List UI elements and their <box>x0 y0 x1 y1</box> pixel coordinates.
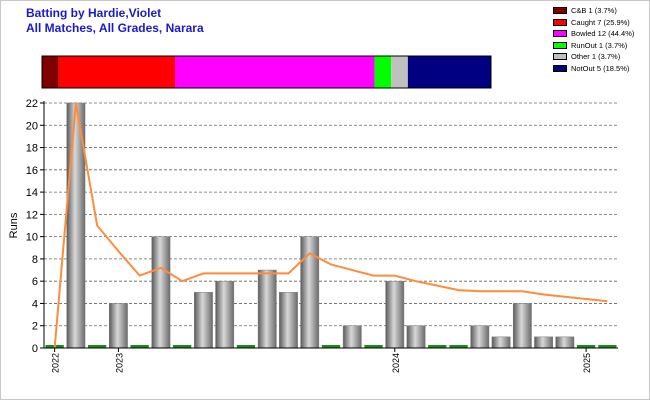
bar-zero <box>88 345 107 348</box>
legend-label: RunOut 1 (3.7%) <box>571 40 628 50</box>
bar <box>215 280 235 349</box>
bar <box>406 325 426 349</box>
x-tick-label: 2025 <box>582 353 592 373</box>
legend-item-caught: Caught 7 (25.9%) <box>553 17 634 29</box>
x-tick-label: 2022 <box>51 353 61 373</box>
strip-segment-cb <box>42 56 59 88</box>
y-tick-label: 4 <box>32 298 38 310</box>
bars-group <box>45 102 617 349</box>
bar <box>257 269 277 349</box>
dismissal-strip <box>41 55 492 89</box>
y-tick-label: 2 <box>32 321 38 333</box>
y-tick-label: 10 <box>26 232 38 244</box>
bar <box>534 336 553 349</box>
legend: C&B 1 (3.7%) Caught 7 (25.9%) Bowled 12 … <box>553 5 634 74</box>
average-line <box>53 102 608 349</box>
strip-segment-other <box>391 56 408 88</box>
legend-swatch <box>553 53 567 61</box>
y-tick-label: 20 <box>26 120 38 132</box>
legend-swatch <box>553 64 567 72</box>
bar <box>151 236 171 349</box>
bar <box>385 280 405 349</box>
strip-segment-runout <box>374 56 392 88</box>
bar <box>470 325 490 349</box>
y-tick-label: 12 <box>26 209 38 221</box>
chart-subtitle: All Matches, All Grades, Narara <box>26 21 204 35</box>
strip-border <box>41 55 492 89</box>
y-tick-label: 8 <box>32 254 38 266</box>
legend-label: Bowled 12 (44.4%) <box>571 29 635 39</box>
legend-item-runout: RunOut 1 (3.7%) <box>553 40 634 52</box>
bar <box>194 292 213 349</box>
legend-label: NotOut 5 (18.5%) <box>571 63 630 73</box>
chart-title: Batting by Hardie,Violet <box>26 6 162 20</box>
legend-swatch <box>553 41 567 49</box>
bar-zero <box>321 345 341 348</box>
bar <box>109 303 128 349</box>
bar-zero <box>236 345 256 348</box>
bar <box>342 325 362 349</box>
bar-zero <box>576 345 596 348</box>
legend-label: Caught 7 (25.9%) <box>571 17 630 27</box>
strip-segment-notout <box>407 56 491 88</box>
legend-label: Other 1 (3.7%) <box>571 52 621 62</box>
bar-zero <box>130 345 149 348</box>
bar-zero <box>449 345 468 348</box>
y-tick-label: 22 <box>26 98 38 110</box>
bar-zero <box>173 345 192 348</box>
bar-zero <box>364 345 383 348</box>
x-tick-label: 2023 <box>114 353 124 373</box>
y-tick-label: 16 <box>26 165 38 177</box>
legend-item-other: Other 1 (3.7%) <box>553 51 634 63</box>
strip-segment-bowled <box>175 56 375 88</box>
bar <box>491 336 511 349</box>
y-tick-label: 6 <box>32 276 38 288</box>
legend-item-cb: C&B 1 (3.7%) <box>553 5 634 17</box>
legend-swatch <box>553 30 567 38</box>
legend-swatch <box>553 7 567 15</box>
bar <box>512 303 532 349</box>
x-tick-label: 2024 <box>391 353 401 373</box>
bar <box>555 336 575 349</box>
y-axis-label: Runs <box>8 212 20 238</box>
bar <box>279 292 298 349</box>
bar-zero <box>428 345 447 348</box>
y-tick-label: 18 <box>26 143 38 155</box>
legend-item-notout: NotOut 5 (18.5%) <box>553 63 634 75</box>
legend-item-bowled: Bowled 12 (44.4%) <box>553 28 634 40</box>
legend-swatch <box>553 18 567 26</box>
strip-segment-caught <box>58 56 176 88</box>
bar-zero <box>598 345 617 348</box>
average-line-group <box>53 102 608 349</box>
legend-label: C&B 1 (3.7%) <box>571 6 617 16</box>
grid-lines <box>44 102 618 327</box>
y-tick-label: 0 <box>32 343 38 355</box>
y-tick-label: 14 <box>26 187 38 199</box>
